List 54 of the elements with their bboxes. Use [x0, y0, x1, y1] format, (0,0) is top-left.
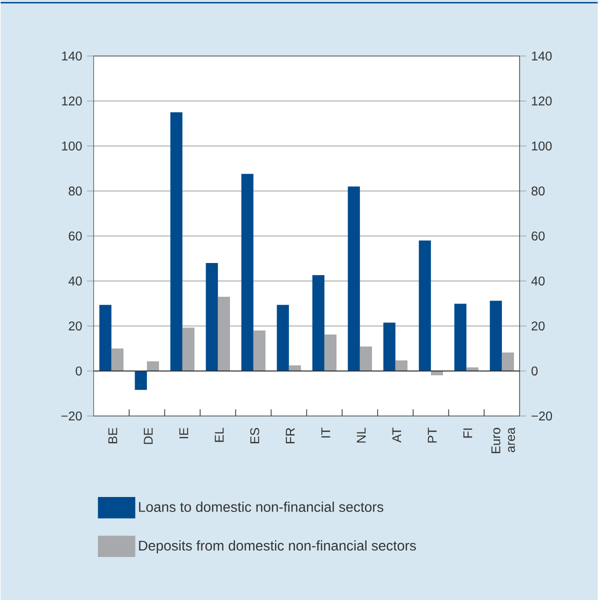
bar: [418, 240, 431, 371]
bar: [502, 352, 514, 371]
x-tick-label: AT: [392, 428, 401, 443]
x-tick-label: Euro area: [491, 427, 515, 454]
x-tick-label: IE: [179, 428, 188, 438]
bar: [253, 330, 266, 371]
bar: [276, 304, 289, 371]
bar: [146, 361, 159, 371]
x-tick-label: PT: [428, 428, 436, 443]
y-tick-label: 100: [62, 142, 82, 150]
y2-tick-label: 80: [531, 186, 544, 196]
x-tick-label: IT: [321, 428, 330, 438]
y-tick-label: 140: [62, 52, 82, 60]
y-tick-label: 80: [68, 186, 82, 196]
x-tick-label: FI: [463, 428, 472, 438]
bar: [99, 304, 112, 371]
y2-tick-label: 140: [532, 52, 552, 60]
y-tick-label: 60: [68, 232, 82, 240]
bar: [383, 322, 396, 371]
bar: [241, 174, 254, 371]
y-tick-label: 0: [76, 366, 82, 376]
x-tick-label: FR: [286, 428, 294, 444]
y-tick-label: −20: [61, 412, 82, 420]
legend-label: Deposits from domestic non-financial sectors: [138, 540, 416, 554]
bar: [324, 334, 336, 371]
y2-tick-label: 0: [531, 366, 538, 376]
x-tick-label: EL: [214, 428, 224, 442]
legend-label: Loans to domestic non-financial sectors: [138, 502, 384, 512]
y2-tick-label: 60: [532, 232, 544, 240]
y2-tick-label: 40: [531, 276, 544, 286]
bar: [134, 371, 147, 390]
y2-tick-label: 100: [532, 142, 552, 150]
bar: [170, 112, 182, 371]
bar: [430, 371, 443, 376]
x-tick-label: BE: [108, 428, 117, 444]
x-tick-label: ES: [250, 428, 260, 444]
y2-tick-label: −20: [532, 412, 552, 420]
bar: [312, 275, 324, 371]
bar: [395, 360, 408, 371]
bar: [182, 328, 194, 371]
y2-tick-label: 120: [532, 96, 552, 106]
y-tick-label: 40: [68, 276, 82, 286]
bar: [111, 348, 124, 371]
y2-tick-label: 20: [532, 322, 544, 330]
x-tick-label: DE: [144, 428, 152, 444]
bar: [206, 263, 218, 371]
y-tick-label: 20: [68, 322, 82, 330]
bar: [348, 186, 360, 371]
bar: [490, 300, 502, 371]
bar: [454, 304, 466, 371]
y-tick-label: 120: [62, 96, 82, 106]
bar: [218, 296, 230, 371]
x-tick-label: NL: [356, 428, 366, 443]
bar: [360, 346, 372, 371]
